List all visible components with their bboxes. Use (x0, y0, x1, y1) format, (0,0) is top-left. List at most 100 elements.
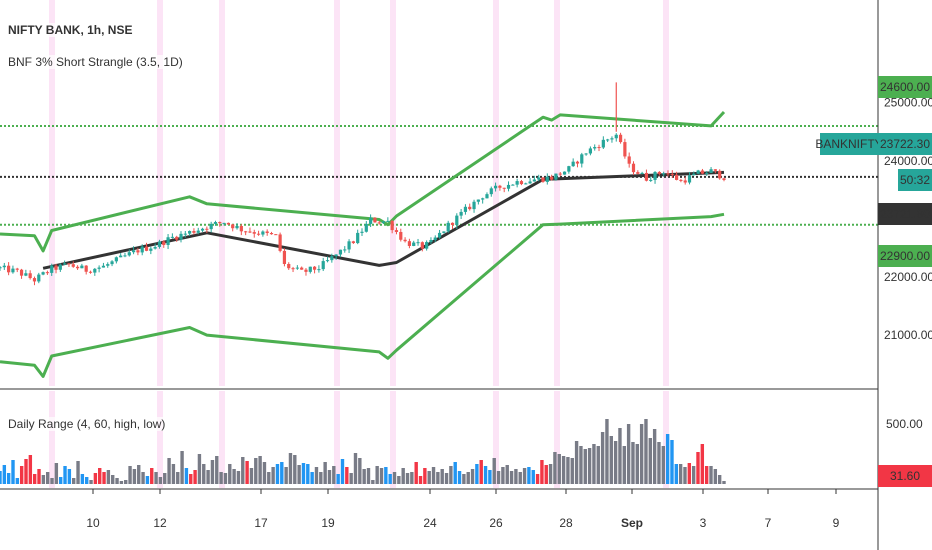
candle (442, 231, 446, 234)
candle (692, 171, 696, 176)
range-bar (713, 469, 718, 484)
range-bar (132, 469, 137, 484)
range-bar (228, 464, 232, 484)
candle (412, 240, 416, 247)
candle (75, 265, 80, 270)
range-bar (197, 454, 202, 484)
candle (274, 234, 278, 236)
range-bar (275, 464, 280, 484)
candle (416, 238, 420, 246)
candle (584, 153, 588, 156)
countdown-tag: 50:32 (900, 173, 930, 187)
upper-level-tag-bg (878, 76, 932, 98)
candle (209, 221, 213, 233)
candle (713, 169, 717, 174)
candle (351, 240, 355, 244)
candle (485, 192, 489, 199)
range-bar (444, 473, 449, 484)
candle (15, 267, 19, 273)
range-bar (254, 458, 258, 484)
range-bar (648, 438, 652, 484)
candle (425, 240, 429, 251)
range-bar (115, 478, 119, 484)
range-bar (488, 470, 492, 484)
range-bar (418, 476, 423, 484)
time-axis[interactable]: 10 12 17 19 24 26 28 Sep 3 7 9 (86, 489, 840, 530)
candle (550, 174, 554, 181)
range-bar (176, 472, 180, 484)
candle (463, 204, 468, 215)
range-bar (241, 457, 245, 484)
candle (231, 223, 235, 232)
range-bar (717, 475, 722, 484)
candle (153, 243, 157, 250)
candle (468, 203, 472, 211)
range-bar (258, 456, 262, 484)
range-bar (85, 477, 89, 484)
session-band (157, 0, 163, 386)
range-bar (639, 424, 644, 484)
candle (631, 161, 636, 176)
range-bar (50, 478, 54, 484)
range-bar (709, 466, 713, 484)
range-bar (431, 467, 436, 484)
range-bar (184, 468, 189, 484)
candle (364, 221, 368, 233)
range-bar (98, 468, 102, 484)
candle (144, 242, 149, 252)
candle (476, 199, 480, 205)
candle (80, 263, 84, 269)
range-bar (700, 444, 705, 484)
candle (618, 132, 623, 144)
range-bar (405, 473, 410, 484)
range-value-tag: 31.60 (890, 469, 920, 483)
range-bar (89, 480, 93, 484)
session-band (219, 0, 225, 386)
session-band (554, 391, 560, 488)
time-tick-label: 28 (559, 516, 573, 530)
candle (317, 265, 321, 273)
price-tick-label: 24000.00 (884, 154, 932, 168)
time-tick-label: 19 (321, 516, 335, 530)
range-bar (67, 469, 72, 484)
candle (149, 246, 153, 255)
symbol-title: NIFTY BANK, 1h, NSE (6, 23, 135, 37)
lower-level-tag: 22900.00 (880, 249, 930, 263)
candle (472, 199, 476, 213)
candle (63, 260, 67, 266)
price-tick-label: 21000.00 (884, 328, 932, 342)
candle (162, 240, 166, 248)
range-bar (323, 462, 327, 484)
candle (295, 265, 299, 270)
range-bar (267, 472, 271, 484)
indicator-title: BNF 3% Short Strangle (3.5, 1D) (6, 55, 185, 69)
range-bar (366, 468, 371, 484)
candle (136, 247, 140, 256)
range-bar (483, 466, 488, 484)
candle (131, 246, 136, 255)
range-bar (106, 470, 111, 484)
candle (662, 171, 666, 177)
range-bar (301, 463, 306, 484)
time-tick-label: 26 (489, 516, 503, 530)
candle (110, 260, 114, 267)
upper-level-tag: 24600.00 (880, 80, 930, 94)
range-bar (72, 478, 76, 484)
range-bar (466, 472, 470, 484)
candle (369, 214, 373, 228)
candle (515, 178, 519, 188)
session-band (334, 391, 340, 488)
range-bar (691, 466, 696, 484)
range-bar (436, 472, 440, 484)
candle (347, 239, 351, 254)
range-bar (271, 467, 275, 484)
candle (200, 227, 205, 232)
candle (429, 237, 433, 244)
range-bar (527, 467, 531, 484)
candle (0, 265, 2, 271)
range-bar (457, 471, 462, 484)
range-bar (453, 462, 457, 484)
range-bar (297, 465, 301, 484)
range-bar (362, 469, 366, 484)
